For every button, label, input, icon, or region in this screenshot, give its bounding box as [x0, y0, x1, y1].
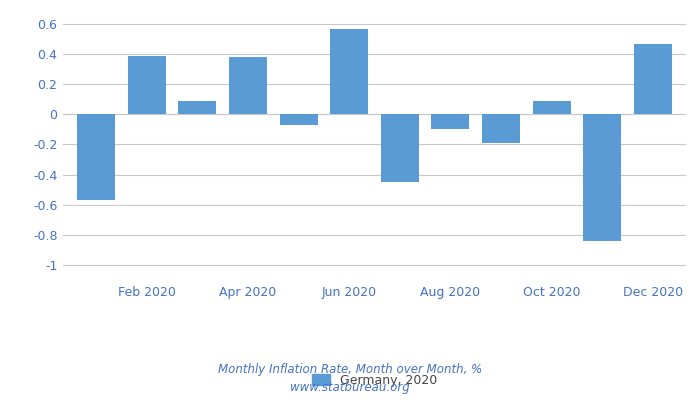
Bar [533, 101, 570, 114]
Text: Monthly Inflation Rate, Month over Month, %: Monthly Inflation Rate, Month over Month… [218, 364, 482, 376]
Legend: Germany, 2020: Germany, 2020 [307, 369, 442, 392]
Text: www.statbureau.org: www.statbureau.org [290, 382, 410, 394]
Bar [77, 114, 115, 200]
Bar [482, 114, 520, 143]
Bar [583, 114, 622, 241]
Bar [431, 114, 470, 130]
Bar [330, 28, 368, 114]
Bar [634, 44, 672, 114]
Bar [229, 57, 267, 114]
Bar [178, 101, 216, 114]
Bar [279, 114, 318, 125]
Bar [127, 56, 166, 114]
Bar [381, 114, 419, 182]
